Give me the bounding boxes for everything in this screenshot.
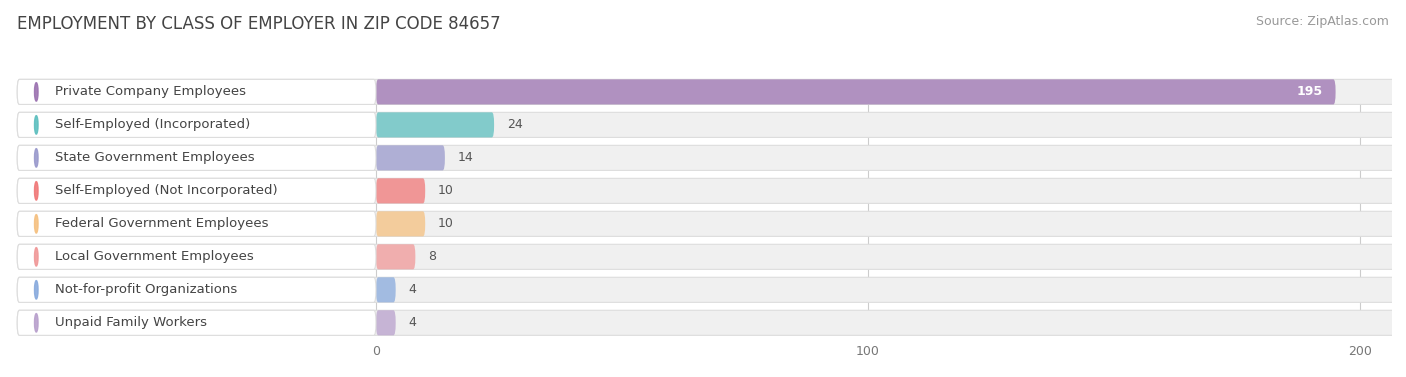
Text: Source: ZipAtlas.com: Source: ZipAtlas.com <box>1256 15 1389 28</box>
Text: 195: 195 <box>1296 86 1323 98</box>
Text: EMPLOYMENT BY CLASS OF EMPLOYER IN ZIP CODE 84657: EMPLOYMENT BY CLASS OF EMPLOYER IN ZIP C… <box>17 15 501 33</box>
Text: Local Government Employees: Local Government Employees <box>55 250 254 263</box>
Text: 24: 24 <box>506 118 523 131</box>
FancyBboxPatch shape <box>375 244 415 269</box>
FancyBboxPatch shape <box>375 79 1336 104</box>
Text: 14: 14 <box>457 152 474 164</box>
Circle shape <box>35 280 38 299</box>
Text: 8: 8 <box>427 250 436 263</box>
Text: State Government Employees: State Government Employees <box>55 152 254 164</box>
FancyBboxPatch shape <box>17 145 1395 170</box>
FancyBboxPatch shape <box>17 178 375 204</box>
FancyBboxPatch shape <box>17 145 375 170</box>
FancyBboxPatch shape <box>17 310 1395 336</box>
FancyBboxPatch shape <box>17 244 1395 269</box>
FancyBboxPatch shape <box>17 211 375 236</box>
FancyBboxPatch shape <box>17 277 1395 302</box>
FancyBboxPatch shape <box>17 112 1395 138</box>
FancyBboxPatch shape <box>17 178 1395 204</box>
Circle shape <box>35 182 38 200</box>
Circle shape <box>35 116 38 134</box>
FancyBboxPatch shape <box>375 145 444 170</box>
FancyBboxPatch shape <box>375 310 395 336</box>
Circle shape <box>35 215 38 233</box>
Text: Not-for-profit Organizations: Not-for-profit Organizations <box>55 284 238 296</box>
Circle shape <box>35 83 38 101</box>
Text: Unpaid Family Workers: Unpaid Family Workers <box>55 316 207 329</box>
Circle shape <box>35 248 38 266</box>
Text: 4: 4 <box>408 316 416 329</box>
Text: 10: 10 <box>437 184 454 197</box>
FancyBboxPatch shape <box>375 211 425 236</box>
Text: Federal Government Employees: Federal Government Employees <box>55 218 269 230</box>
Text: 10: 10 <box>437 218 454 230</box>
Text: Private Company Employees: Private Company Employees <box>55 86 246 98</box>
FancyBboxPatch shape <box>17 277 375 302</box>
FancyBboxPatch shape <box>375 277 395 302</box>
Text: Self-Employed (Incorporated): Self-Employed (Incorporated) <box>55 118 250 131</box>
Text: 4: 4 <box>408 284 416 296</box>
Circle shape <box>35 149 38 167</box>
FancyBboxPatch shape <box>17 79 375 104</box>
Circle shape <box>35 314 38 332</box>
FancyBboxPatch shape <box>375 112 494 138</box>
FancyBboxPatch shape <box>375 178 425 204</box>
FancyBboxPatch shape <box>17 244 375 269</box>
Text: Self-Employed (Not Incorporated): Self-Employed (Not Incorporated) <box>55 184 278 197</box>
FancyBboxPatch shape <box>17 211 1395 236</box>
FancyBboxPatch shape <box>17 112 375 138</box>
FancyBboxPatch shape <box>17 310 375 336</box>
FancyBboxPatch shape <box>17 79 1395 104</box>
